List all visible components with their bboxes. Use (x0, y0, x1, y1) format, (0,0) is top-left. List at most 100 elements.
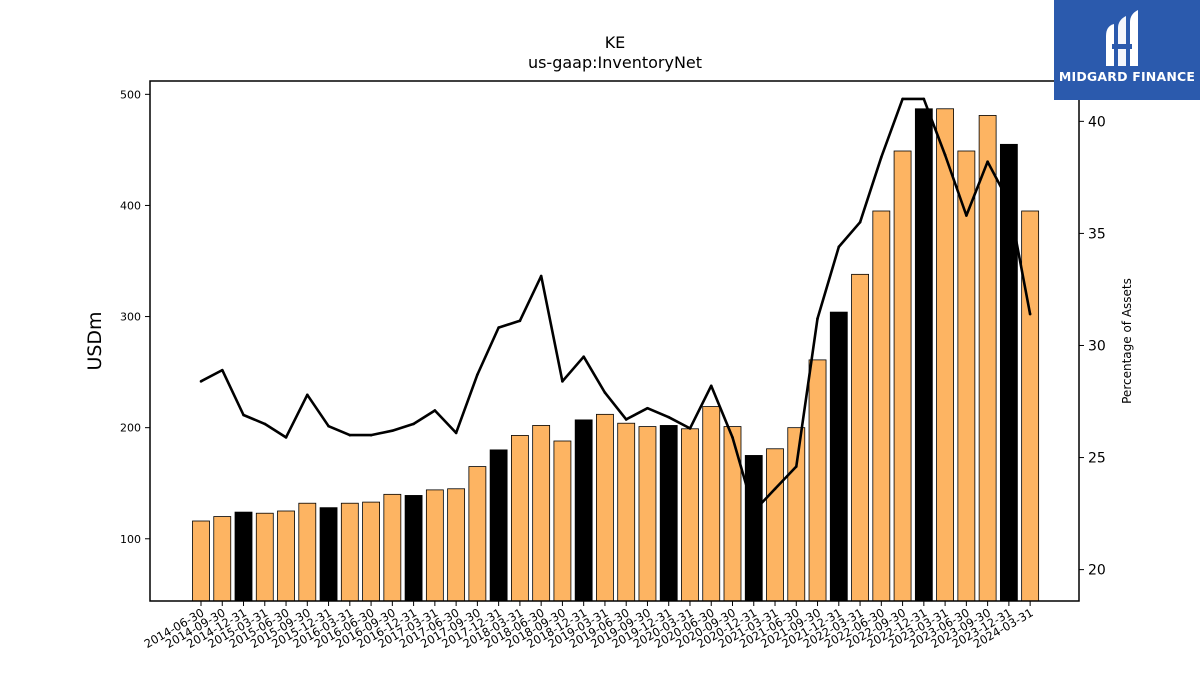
y2-tick-label-40: 40 (1088, 114, 1106, 130)
bar-2023-06-30 (957, 150, 976, 602)
y-tick-label-400: 400 (120, 199, 141, 212)
line-point-2021-12-31 (837, 245, 841, 249)
line-point-2019-09-30 (646, 406, 649, 410)
bar-2017-12-31 (489, 449, 508, 602)
line-point-2015-03-31 (263, 422, 267, 426)
line-point-2023-06-30 (965, 214, 968, 217)
line-point-2021-09-30 (816, 317, 819, 320)
bar-2024-03-31 (1021, 210, 1040, 602)
line-point-2018-12-31 (582, 355, 585, 358)
bar-2019-12-31 (659, 425, 678, 602)
bar-2015-06-30 (277, 510, 295, 602)
bar-2018-12-31 (574, 419, 593, 602)
bars-group (192, 108, 1040, 602)
line-point-2019-12-31 (667, 415, 671, 419)
line-point-2021-06-30 (794, 465, 798, 468)
bar-2016-12-31 (404, 495, 423, 602)
bar-2017-09-30 (468, 466, 487, 602)
line-point-2016-09-30 (391, 429, 394, 432)
bar-2018-06-30 (532, 425, 551, 602)
midgard-finance-logo: MIDGARD FINANCE (1054, 0, 1200, 100)
bar-2014-09-30 (213, 516, 232, 602)
bar-2022-06-30 (872, 210, 891, 602)
y-axis-left: 100 200 300 400 500 (120, 88, 150, 546)
bar-2017-03-31 (425, 489, 444, 602)
line-point-2024-03-31 (1028, 312, 1032, 316)
line-point-2016-12-31 (412, 422, 415, 426)
percentage-line (200, 97, 1032, 513)
line-point-2019-03-31 (603, 391, 607, 394)
bar-2022-03-31 (851, 273, 869, 602)
midgard-logo-icon (1106, 10, 1138, 66)
bar-2021-09-30 (808, 359, 827, 602)
line-point-2018-03-31 (518, 319, 522, 323)
bar-2019-06-30 (617, 422, 636, 602)
y2-tick-label-35: 35 (1088, 226, 1106, 242)
bar-2020-03-31 (681, 428, 699, 602)
line-point-2020-09-30 (731, 436, 734, 439)
bar-2021-12-31 (829, 311, 848, 602)
line-point-2022-06-30 (880, 155, 883, 159)
line-point-2014-09-30 (220, 368, 224, 372)
bar-2023-12-31 (999, 143, 1018, 602)
y-tick-label-500: 500 (120, 88, 141, 101)
line-point-2015-12-31 (327, 424, 330, 428)
line-point-2022-12-31 (922, 97, 926, 101)
line-point-2016-03-31 (348, 433, 352, 437)
line-point-2023-12-31 (1007, 200, 1011, 204)
x-axis: 2014-06-302014-09-302014-12-312015-03-31… (142, 601, 1036, 651)
line-point-2018-09-30 (561, 380, 564, 383)
line-point-2014-06-30 (199, 380, 203, 383)
line-point-2015-06-30 (284, 436, 288, 439)
bar-2020-09-30 (723, 426, 742, 602)
line-point-2023-03-31 (943, 153, 947, 157)
line-point-2020-12-31 (752, 510, 756, 513)
bar-2014-12-31 (234, 511, 253, 602)
plot-frame (149, 80, 1080, 602)
line-point-2017-03-31 (433, 409, 437, 412)
bar-2019-03-31 (596, 413, 614, 602)
bar-2022-12-31 (914, 108, 933, 602)
bar-2023-09-30 (978, 115, 997, 602)
bar-2017-06-30 (447, 488, 466, 602)
line-point-2023-09-30 (986, 160, 989, 163)
bar-2021-06-30 (787, 427, 806, 602)
bar-2018-03-31 (510, 435, 529, 602)
y-tick-label-100: 100 (120, 533, 141, 546)
y2-tick-label-25: 25 (1088, 451, 1106, 467)
y2-tick-label-20: 20 (1088, 563, 1106, 579)
bar-2014-06-30 (192, 520, 210, 602)
bar-2022-09-30 (893, 150, 912, 602)
line-point-2018-06-30 (539, 274, 543, 278)
line-layer (199, 97, 1032, 513)
y2-tick-label-30: 30 (1088, 338, 1106, 354)
bar-2016-06-30 (362, 501, 380, 602)
chart-title: KE (605, 33, 626, 52)
line-point-2019-06-30 (624, 418, 628, 421)
y-axis-right: 20 25 30 35 40 (1079, 114, 1106, 579)
chart-subtitle: us-gaap:InventoryNet (528, 53, 702, 72)
y-tick-label-300: 300 (120, 311, 141, 324)
line-point-2020-06-30 (709, 384, 713, 388)
bar-2015-12-31 (319, 507, 338, 602)
y2-axis-label: Percentage of Assets (1120, 278, 1134, 404)
bar-2020-06-30 (702, 406, 721, 602)
line-point-2015-09-30 (306, 393, 309, 397)
line-point-2017-06-30 (454, 431, 458, 435)
line-point-2022-09-30 (901, 97, 904, 101)
bar-2018-09-30 (553, 440, 572, 602)
y-axis-label: USDm (84, 311, 106, 370)
bar-2021-03-31 (766, 448, 784, 602)
line-point-2016-06-30 (369, 433, 373, 437)
bar-2016-09-30 (383, 493, 402, 602)
bar-2015-09-30 (298, 502, 317, 602)
line-point-2020-03-31 (688, 427, 692, 430)
line-point-2017-12-31 (497, 326, 500, 329)
bar-2019-09-30 (638, 426, 657, 602)
y-tick-label-200: 200 (120, 422, 141, 435)
line-point-2022-03-31 (858, 220, 862, 224)
logo-text: MIDGARD FINANCE (1058, 69, 1196, 84)
line-point-2014-12-31 (242, 413, 245, 417)
line-point-2021-03-31 (773, 487, 777, 491)
